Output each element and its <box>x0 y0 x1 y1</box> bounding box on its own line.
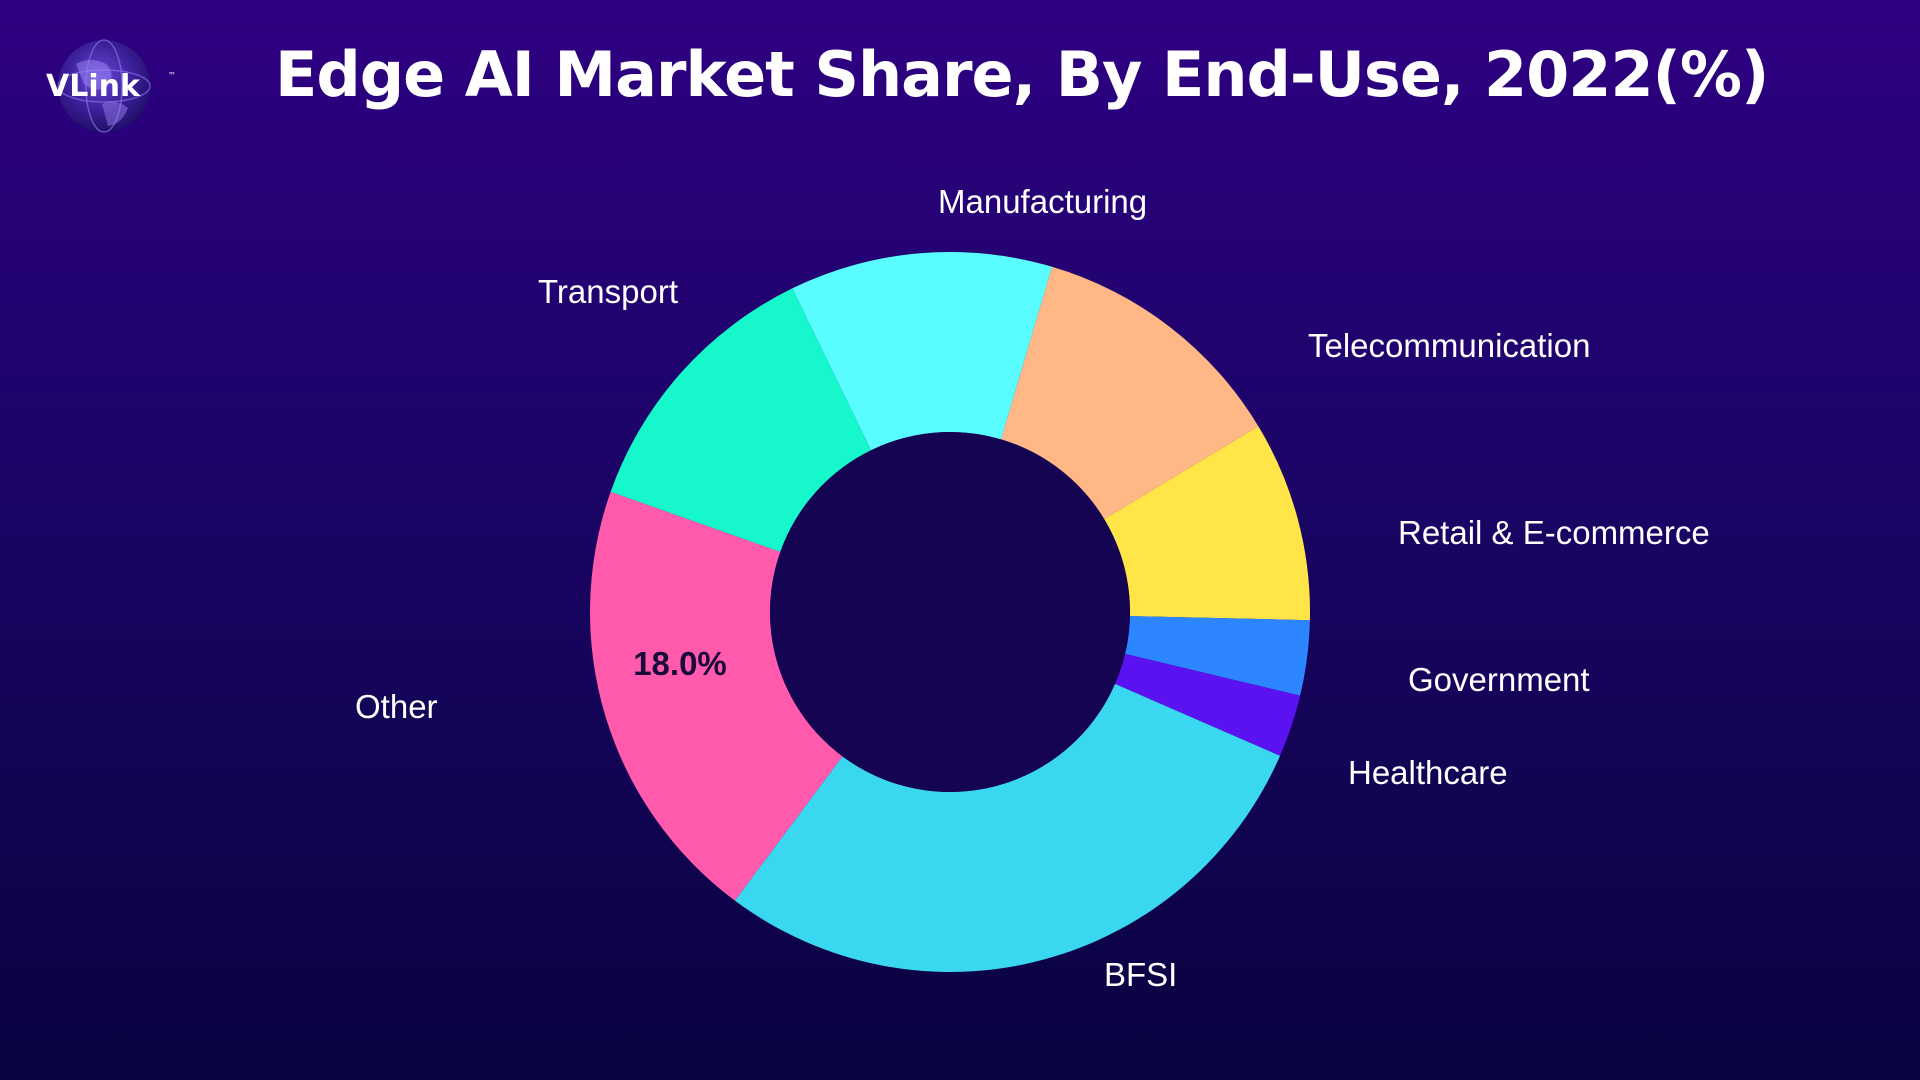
label-manufacturing: Manufacturing <box>938 183 1147 220</box>
slice-manufacturing <box>792 252 1053 451</box>
chart-labels: Manufacturing Telecommunication Retail & E… <box>355 183 1710 993</box>
slice-telecommunication <box>1001 266 1259 520</box>
label-government: Government <box>1408 661 1590 698</box>
svg-text:™: ™ <box>168 71 176 80</box>
chart-slices <box>590 252 1310 972</box>
value-label-other: 18.0% <box>633 645 727 682</box>
slice-bfsi <box>734 683 1281 972</box>
vlink-logo: VLink ™ <box>36 34 186 144</box>
label-transport: Transport <box>538 273 678 310</box>
label-other: Other <box>355 688 438 725</box>
slice-other <box>590 491 843 901</box>
svg-text:VLink: VLink <box>46 69 141 104</box>
label-bfsi: BFSI <box>1104 956 1177 993</box>
label-telecommunication: Telecommunication <box>1308 327 1590 364</box>
slice-healthcare <box>1115 653 1301 756</box>
label-retail-e-commerce: Retail & E-commerce <box>1398 514 1710 551</box>
chart-title: Edge AI Market Share, By End-Use, 2022(%… <box>275 38 1769 111</box>
slice-retail-e-commerce <box>1104 426 1310 621</box>
slice-transport <box>610 288 872 552</box>
donut-hole <box>770 432 1130 792</box>
slice-government <box>1125 616 1310 696</box>
label-healthcare: Healthcare <box>1348 754 1508 791</box>
globe-logo-icon: VLink ™ <box>46 39 176 133</box>
